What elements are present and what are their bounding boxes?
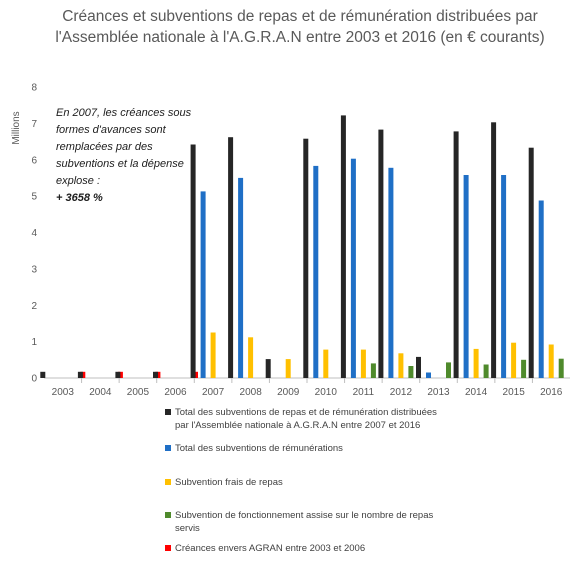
legend-swatch [165, 445, 171, 451]
x-tick-label: 2012 [390, 387, 413, 398]
legend-swatch [165, 409, 171, 415]
legend-item: Créances envers AGRAN entre 2003 et 2006 [165, 542, 440, 555]
bar [340, 115, 346, 379]
legend-swatch [165, 545, 171, 551]
y-tick-label: 3 [31, 264, 37, 275]
annotation-highlight: + 3658 % [56, 192, 103, 204]
y-tick-label: 0 [31, 374, 37, 385]
legend-item: Subvention de fonctionnement assise sur … [165, 509, 440, 535]
y-tick-label: 4 [31, 228, 37, 239]
legend-label: Créances envers AGRAN entre 2003 et 2006 [175, 543, 366, 554]
x-tick-label: 2016 [540, 387, 563, 398]
y-tick-label: 6 [31, 155, 37, 166]
legend-item: Total des subventions de repas et de rém… [165, 406, 440, 432]
bar [388, 167, 394, 378]
bar [558, 358, 564, 378]
y-tick-label: 5 [31, 192, 37, 203]
legend-swatch [165, 479, 171, 485]
bar [153, 371, 158, 378]
bar [248, 337, 254, 378]
legend-swatch [165, 512, 171, 518]
bar [313, 165, 319, 378]
bar [538, 200, 544, 378]
x-tick-label: 2011 [353, 387, 375, 398]
x-tick-label: 2004 [89, 387, 112, 398]
chart-title: Créances et subventions de repas et de r… [55, 8, 545, 46]
x-tick-label: 2010 [315, 387, 338, 398]
bar [426, 372, 431, 378]
bar [521, 359, 527, 378]
bar [463, 175, 469, 378]
x-tick-label: 2015 [503, 387, 526, 398]
bar [548, 344, 554, 378]
bar [408, 366, 414, 378]
legend-item: Total des subventions de rémunérations [165, 442, 440, 455]
x-tick-label: 2003 [52, 387, 75, 398]
bar [483, 364, 489, 378]
bar [378, 129, 384, 378]
bar [323, 349, 329, 378]
legend-label: Total des subventions de rémunérations [175, 443, 343, 454]
bar [453, 131, 459, 378]
bar [398, 353, 404, 378]
bar [303, 138, 309, 378]
x-tick-label: 2006 [164, 387, 187, 398]
y-axis: 0 1 2 3 4 5 6 7 8 [31, 83, 37, 385]
bar [228, 137, 234, 378]
bar [491, 122, 497, 378]
x-tick-label: 2005 [127, 387, 150, 398]
bar [528, 147, 534, 378]
bar [40, 371, 46, 378]
bar [446, 362, 451, 378]
x-tick-label: 2008 [240, 387, 263, 398]
bar [265, 359, 271, 378]
legend-label: Subvention frais de repas [175, 477, 283, 488]
annotation-text: En 2007, les créances sous formes d'avan… [56, 107, 192, 187]
legend-item: Subvention frais de repas [165, 476, 440, 489]
bar [501, 175, 507, 378]
x-tick-label: 2013 [427, 387, 450, 398]
bar [115, 371, 121, 378]
bar [200, 191, 206, 378]
y-tick-label: 1 [31, 337, 37, 348]
bar [77, 371, 83, 378]
bar [511, 342, 517, 378]
bar [285, 359, 291, 378]
bar [360, 349, 366, 378]
legend-label: Total des subventions de repas et de rém… [175, 407, 437, 431]
y-tick-label: 7 [31, 119, 37, 130]
bars [40, 115, 564, 379]
bar [370, 363, 376, 378]
x-tick-label: 2014 [465, 387, 488, 398]
y-axis-label: Millions [11, 111, 22, 144]
chart-annotation: En 2007, les créances sous formes d'avan… [56, 105, 206, 207]
x-tick-label: 2009 [277, 387, 300, 398]
bar [210, 332, 216, 378]
bar [416, 356, 421, 378]
x-tick-label: 2007 [202, 387, 225, 398]
bar [473, 348, 479, 378]
bar [190, 144, 196, 378]
bar [350, 158, 356, 378]
y-tick-label: 2 [31, 301, 37, 312]
bar [238, 177, 244, 378]
x-axis-ticks: 2003 2004 2005 2006 2007 2008 2009 2010 2011 2012… [52, 378, 563, 398]
y-tick-label: 8 [31, 83, 37, 94]
legend-label: Subvention de fonctionnement assise sur … [175, 510, 434, 534]
